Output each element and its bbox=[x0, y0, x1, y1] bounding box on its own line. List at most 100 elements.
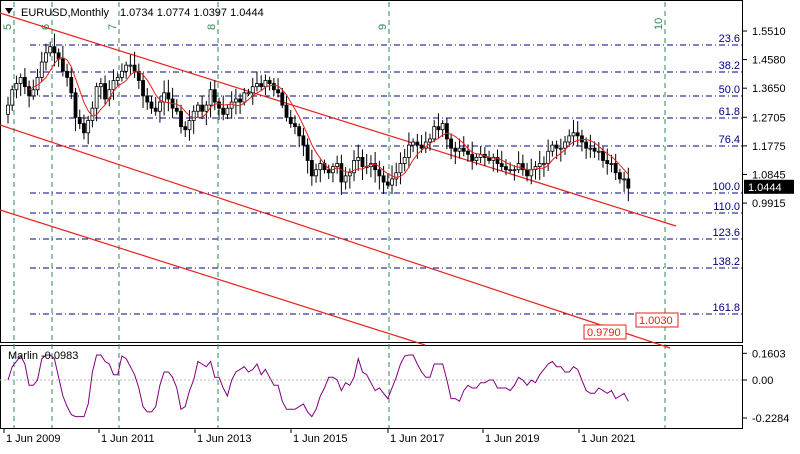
candle-body bbox=[115, 77, 120, 81]
candle-body bbox=[44, 52, 48, 63]
candle-body bbox=[529, 169, 534, 177]
ohlc-values: 1.0734 1.0774 1.0397 1.0444 bbox=[120, 7, 264, 19]
time-tick-label: 1 Jun 2013 bbox=[197, 433, 251, 445]
candle-body bbox=[563, 141, 567, 149]
candle-body bbox=[183, 126, 188, 131]
candle-body bbox=[432, 126, 437, 140]
candle-body bbox=[242, 92, 247, 103]
price-tick-label: 1.3650 bbox=[752, 83, 786, 95]
channel-line[interactable] bbox=[0, 12, 677, 227]
candle-body bbox=[132, 64, 137, 72]
candle-body bbox=[86, 120, 91, 134]
candle-body bbox=[204, 104, 209, 112]
candle-body bbox=[103, 83, 107, 100]
price-channel[interactable] bbox=[0, 12, 677, 349]
candle-body bbox=[280, 92, 285, 106]
candle-body bbox=[373, 163, 378, 171]
candle-body bbox=[491, 156, 496, 161]
cycle-label: 8 bbox=[206, 24, 218, 30]
candle-body bbox=[402, 156, 407, 164]
time-axis[interactable]: 1 Jun 2009 1 Jun 2011 1 Jun 2013 1 Jun 2015… bbox=[3, 428, 635, 445]
candle-body bbox=[208, 89, 213, 106]
candle-body bbox=[626, 178, 631, 189]
price-tick-label: 1.5510 bbox=[752, 26, 786, 38]
channel-line[interactable] bbox=[0, 209, 426, 346]
chart-header: EURUSD,Monthly 1.0734 1.0774 1.0397 1.04… bbox=[5, 7, 264, 19]
candle-body bbox=[174, 107, 179, 112]
candle-body bbox=[246, 92, 251, 95]
candle-body bbox=[284, 104, 289, 118]
indicator-label: Marlin -0.0983 bbox=[8, 350, 78, 362]
candle-body bbox=[18, 77, 23, 84]
price-boxes: 0.9790 1.0030 bbox=[583, 312, 679, 340]
candle-body bbox=[495, 156, 500, 164]
candle-body bbox=[69, 77, 74, 94]
candle-body bbox=[525, 169, 529, 177]
candle-body bbox=[377, 169, 382, 177]
candle-body bbox=[470, 153, 475, 161]
candle-body bbox=[512, 169, 517, 172]
price-box-left-label: 0.9790 bbox=[587, 327, 621, 339]
candle-body bbox=[82, 123, 86, 134]
candle-body bbox=[385, 181, 390, 186]
candle-body bbox=[343, 175, 348, 183]
ma-line bbox=[28, 56, 629, 178]
fib-level-label: 50.0 bbox=[719, 84, 740, 96]
candle-body bbox=[229, 101, 234, 109]
candle-body bbox=[554, 144, 559, 149]
candle-body bbox=[263, 80, 268, 88]
channel-line[interactable] bbox=[0, 124, 671, 349]
candle-body bbox=[394, 172, 399, 180]
candle-body bbox=[609, 163, 614, 165]
candle-body bbox=[107, 89, 112, 100]
candle-body bbox=[436, 126, 441, 131]
candle-body bbox=[136, 70, 141, 81]
triangle-down-icon[interactable] bbox=[5, 8, 13, 14]
candle-body bbox=[588, 147, 593, 150]
candle-body bbox=[537, 163, 542, 168]
candle-body bbox=[128, 64, 133, 67]
cycle-label: 9 bbox=[377, 24, 389, 30]
candle-body bbox=[520, 163, 525, 171]
fib-level-label: 23.6 bbox=[719, 33, 740, 45]
candle-body bbox=[444, 123, 449, 140]
candle-body bbox=[73, 92, 78, 118]
candle-body bbox=[613, 163, 618, 174]
candle-body bbox=[618, 172, 622, 180]
fib-level-label: 38.2 bbox=[719, 60, 740, 72]
fib-level-label: 100.0 bbox=[712, 181, 740, 193]
candle-body bbox=[356, 156, 361, 161]
candle-body bbox=[27, 86, 32, 97]
candle-body bbox=[360, 156, 365, 168]
candle-body bbox=[259, 83, 264, 88]
candle-body bbox=[542, 163, 546, 165]
candle-body bbox=[546, 150, 551, 164]
candle-body bbox=[592, 147, 597, 152]
candle-body bbox=[571, 132, 576, 137]
candle-body bbox=[381, 175, 386, 183]
candle-body bbox=[580, 135, 584, 143]
cycle-label: 5 bbox=[2, 24, 14, 30]
candle-body bbox=[191, 110, 196, 121]
candle-body bbox=[575, 132, 580, 137]
time-tick-label: 1 Jun 2015 bbox=[293, 433, 347, 445]
candle-body bbox=[461, 147, 466, 152]
candle-body bbox=[39, 61, 44, 78]
price-axis[interactable]: 1.5510 1.4580 1.3650 1.2705 1.1775 1.0845 0.99… bbox=[742, 26, 794, 210]
price-box-right-label: 1.0030 bbox=[639, 315, 673, 327]
candle-body bbox=[250, 86, 255, 94]
candle-body bbox=[335, 163, 340, 168]
time-tick-label: 1 Jun 2019 bbox=[485, 433, 539, 445]
candle-body bbox=[255, 83, 259, 88]
candle-body bbox=[293, 123, 297, 128]
candle-body bbox=[453, 147, 458, 152]
fib-level-label: 138.2 bbox=[712, 256, 740, 268]
main-chart-frame bbox=[0, 0, 743, 343]
indicator-axis: 0.1603 0.00 -0.2284 bbox=[742, 348, 789, 425]
time-tick-label: 1 Jun 2017 bbox=[390, 433, 444, 445]
candle-body bbox=[301, 135, 306, 146]
candle-body bbox=[309, 160, 314, 177]
candle-body bbox=[94, 86, 99, 109]
